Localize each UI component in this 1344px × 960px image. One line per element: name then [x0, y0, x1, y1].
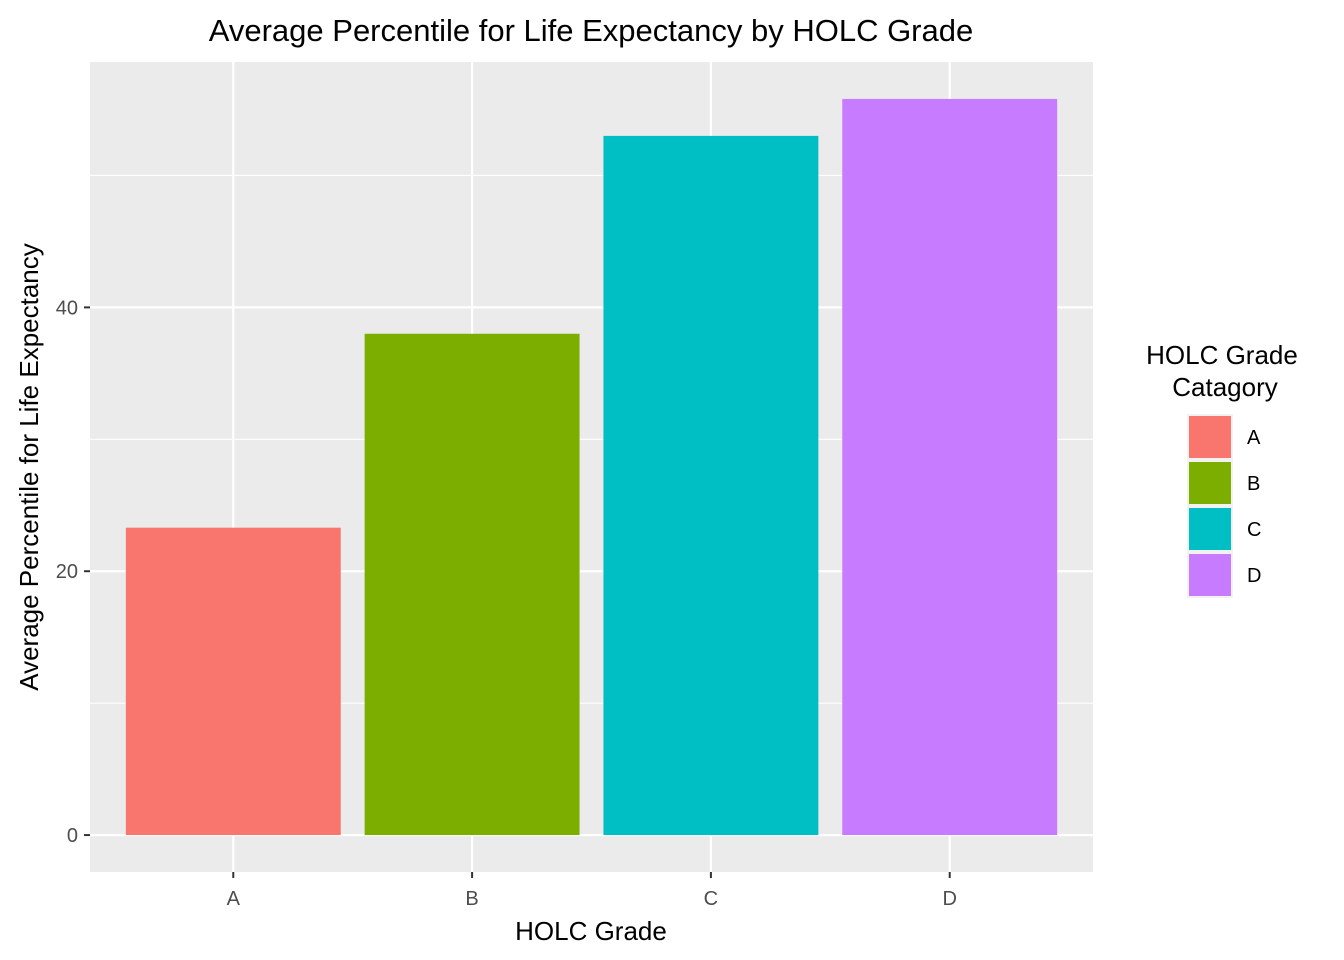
x-tick-label: B	[465, 888, 478, 910]
y-axis: 0 20 40	[56, 297, 90, 847]
legend-label: D	[1247, 565, 1261, 587]
bar-c	[603, 135, 819, 836]
bars	[125, 98, 1058, 836]
legend-key-c	[1189, 508, 1231, 550]
bar-d	[842, 98, 1058, 836]
bar-a	[125, 527, 341, 836]
y-tick-label: 40	[56, 297, 78, 319]
legend-key-b	[1189, 462, 1231, 504]
x-tick-label: A	[227, 888, 241, 910]
x-tick-label: D	[942, 888, 956, 910]
legend-title-line-1: HOLC Grade	[1146, 340, 1298, 370]
legend-label: B	[1247, 473, 1260, 495]
legend: HOLC Grade Catagory A B C D	[1146, 340, 1298, 598]
legend-key-a	[1189, 416, 1231, 458]
x-axis: A B C D	[227, 872, 957, 910]
bar-b	[364, 333, 580, 836]
x-tick-label: C	[704, 888, 718, 910]
y-tick-label: 0	[67, 825, 78, 847]
y-tick-label: 20	[56, 561, 78, 583]
legend-label: A	[1247, 427, 1261, 449]
y-axis-title: Average Percentile for Life Expectancy	[14, 243, 44, 691]
chart-title: Average Percentile for Life Expectancy b…	[209, 13, 973, 48]
legend-label: C	[1247, 519, 1261, 541]
x-axis-title: HOLC Grade	[515, 916, 667, 946]
legend-title-line-2: Catagory	[1172, 372, 1278, 402]
legend-key-d	[1189, 554, 1231, 596]
